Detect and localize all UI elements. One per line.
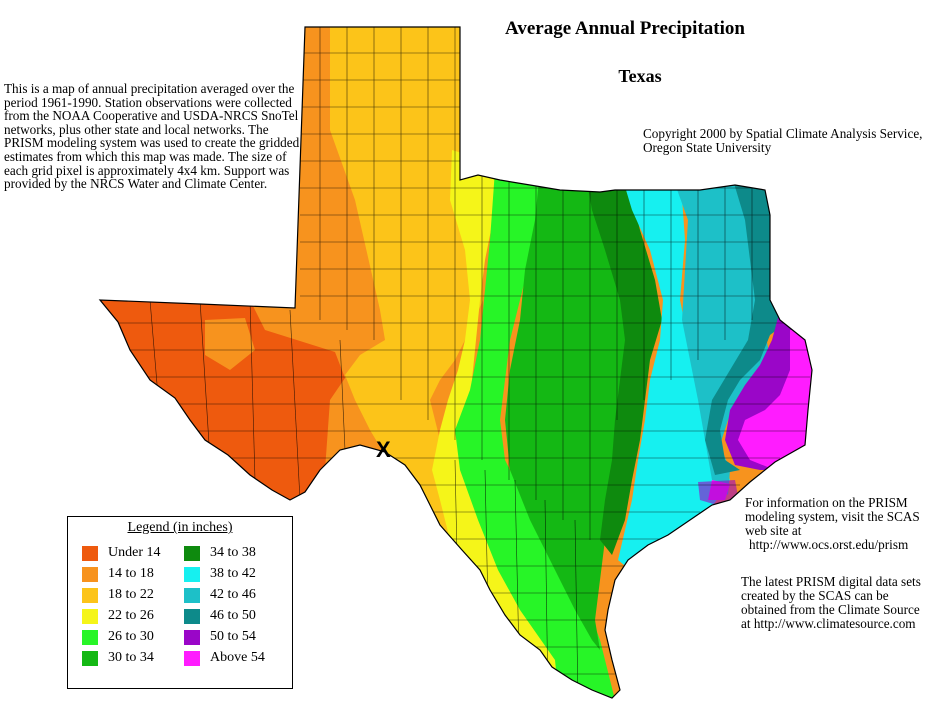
legend-item: 14 to 18 [82,564,161,584]
legend-item: 46 to 50 [184,606,265,626]
legend-item: 30 to 34 [82,648,161,668]
legend-label: 46 to 50 [210,608,256,623]
map-title: Average Annual Precipitation [505,18,745,39]
legend-swatch [184,545,200,561]
legend-column-2: 34 to 38 38 to 42 42 to 46 46 to 50 50 t… [184,543,265,669]
legend-label: 34 to 38 [210,545,256,560]
legend-label: Under 14 [108,545,161,560]
prism-info: For information on the PRISM modeling sy… [745,496,935,552]
legend-item: Under 14 [82,543,161,563]
legend-swatch [82,566,98,582]
legend-item: 22 to 26 [82,606,161,626]
legend-label: 14 to 18 [108,566,154,581]
legend-label: 22 to 26 [108,608,154,623]
legend-swatch [82,587,98,603]
legend-column-1: Under 14 14 to 18 18 to 22 22 to 26 26 t… [82,543,161,669]
legend-swatch [82,545,98,561]
legend-label: 18 to 22 [108,587,154,602]
copyright-notice: Copyright 2000 by Spatial Climate Analys… [643,126,923,155]
legend-swatch [184,587,200,603]
legend-label: 50 to 54 [210,629,256,644]
climatesource-info: The latest PRISM digital data sets creat… [741,574,921,631]
map-description: This is a map of annual precipitation av… [4,81,300,192]
legend-item: 42 to 46 [184,585,265,605]
legend-swatch [82,608,98,624]
legend-item: 26 to 30 [82,627,161,647]
legend-swatch [184,650,200,666]
legend-swatch [184,608,200,624]
legend-swatch [184,629,200,645]
legend-title: Legend (in inches) [127,520,233,535]
legend-item: Above 54 [184,648,265,668]
legend-item: 38 to 42 [184,564,265,584]
map-subtitle: Texas [618,66,662,86]
location-marker: X [376,437,391,462]
legend-label: 42 to 46 [210,587,256,602]
prism-info-text: For information on the PRISM modeling sy… [745,495,920,538]
legend-item: 50 to 54 [184,627,265,647]
legend-label: 26 to 30 [108,629,154,644]
legend-swatch [82,650,98,666]
legend-label: 38 to 42 [210,566,256,581]
legend-item: 34 to 38 [184,543,265,563]
legend-label: 30 to 34 [108,650,154,665]
legend-item: 18 to 22 [82,585,161,605]
legend-swatch [184,566,200,582]
legend-swatch [82,629,98,645]
legend: Legend (in inches) Under 14 14 to 18 18 … [67,516,293,689]
prism-info-url[interactable]: http://www.ocs.orst.edu/prism [749,537,909,552]
legend-label: Above 54 [210,650,265,665]
